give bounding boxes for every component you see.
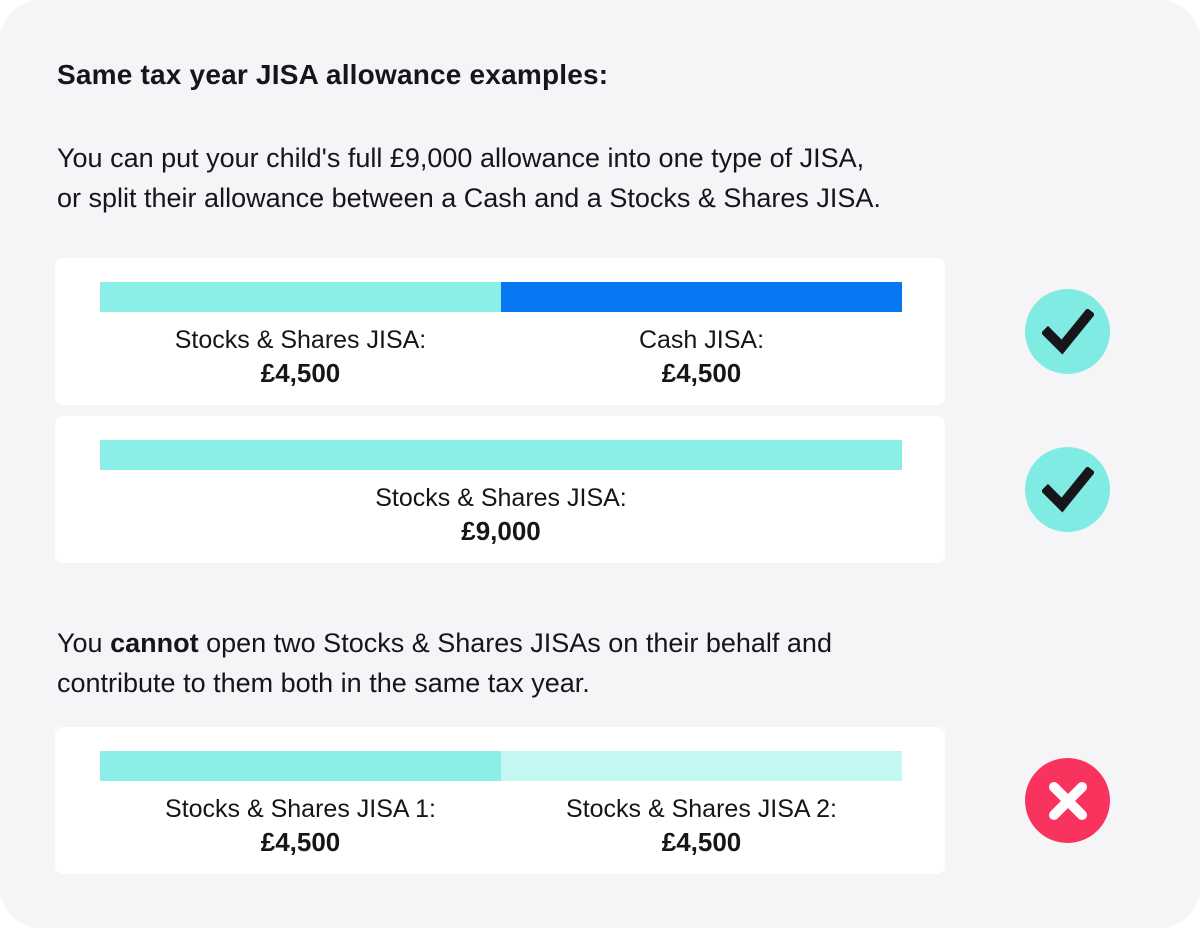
segment-label-group: Stocks & Shares JISA: £4,500 bbox=[100, 325, 501, 389]
allowance-card-full: Stocks & Shares JISA: £9,000 bbox=[55, 416, 945, 563]
segment-label-group: Stocks & Shares JISA 1: £4,500 bbox=[100, 794, 501, 858]
restriction-text-after: open two Stocks & Shares JISAs on their … bbox=[198, 628, 832, 658]
intro-paragraph: You can put your child's full £9,000 all… bbox=[57, 138, 1200, 218]
cross-icon bbox=[1025, 758, 1110, 843]
restriction-text-bold: cannot bbox=[110, 628, 199, 658]
allowance-bar bbox=[100, 751, 902, 781]
intro-line-1: You can put your child's full £9,000 all… bbox=[57, 143, 865, 173]
bar-segment-cash bbox=[501, 282, 902, 312]
restriction-paragraph: You cannot open two Stocks & Shares JISA… bbox=[57, 623, 1200, 703]
bar-segment-stocks-shares bbox=[100, 440, 902, 470]
check-icon bbox=[1025, 447, 1110, 532]
section-heading: Same tax year JISA allowance examples: bbox=[57, 59, 609, 90]
segment-label: Stocks & Shares JISA 1: bbox=[165, 795, 436, 823]
allowance-card-two-stocks: Stocks & Shares JISA 1: £4,500 Stocks & … bbox=[55, 727, 945, 874]
bar-labels: Stocks & Shares JISA 1: £4,500 Stocks & … bbox=[100, 794, 902, 858]
segment-value: £4,500 bbox=[260, 358, 341, 388]
segment-label-group: Cash JISA: £4,500 bbox=[501, 325, 902, 389]
example-row-split: Stocks & Shares JISA: £4,500 Cash JISA: … bbox=[55, 258, 1200, 405]
bar-segment-stocks-shares bbox=[100, 282, 501, 312]
allowance-bar bbox=[100, 440, 902, 470]
segment-value: £9,000 bbox=[461, 516, 541, 546]
example-row-full: Stocks & Shares JISA: £9,000 bbox=[55, 416, 1200, 563]
segment-label-group: Stocks & Shares JISA 2: £4,500 bbox=[501, 794, 902, 858]
intro-line-2: or split their allowance between a Cash … bbox=[57, 183, 881, 213]
bar-segment-stocks-shares-2 bbox=[501, 751, 902, 781]
segment-label: Stocks & Shares JISA 2: bbox=[566, 795, 837, 823]
segment-value: £4,500 bbox=[260, 827, 341, 857]
allowance-card-split: Stocks & Shares JISA: £4,500 Cash JISA: … bbox=[55, 258, 945, 405]
example-row-two-stocks: Stocks & Shares JISA 1: £4,500 Stocks & … bbox=[55, 727, 1200, 874]
segment-label: Cash JISA: bbox=[638, 326, 765, 354]
segment-value: £4,500 bbox=[661, 358, 742, 388]
restriction-line-1: You cannot open two Stocks & Shares JISA… bbox=[57, 623, 1200, 663]
bar-labels: Stocks & Shares JISA: £4,500 Cash JISA: … bbox=[100, 325, 902, 389]
bar-segment-stocks-shares-1 bbox=[100, 751, 501, 781]
restriction-line-2: contribute to them both in the same tax … bbox=[57, 668, 590, 698]
segment-label-group: Stocks & Shares JISA: £9,000 bbox=[100, 483, 902, 547]
segment-label: Stocks & Shares JISA: bbox=[375, 484, 627, 512]
bar-labels: Stocks & Shares JISA: £9,000 bbox=[100, 483, 902, 547]
allowance-bar bbox=[100, 282, 902, 312]
segment-label: Stocks & Shares JISA: bbox=[174, 326, 427, 354]
check-icon bbox=[1025, 289, 1110, 374]
restriction-text-before: You bbox=[57, 628, 111, 658]
segment-value: £4,500 bbox=[661, 827, 742, 857]
